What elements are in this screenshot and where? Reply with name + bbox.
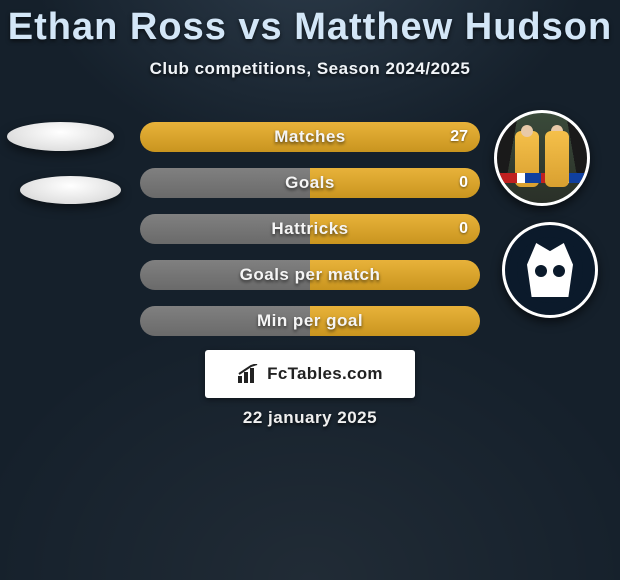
bar-label: Goals <box>140 168 480 198</box>
bar-label: Min per goal <box>140 306 480 336</box>
bar-value-right: 0 <box>459 168 468 198</box>
stat-bars: Matches 27 Goals 0 Hattricks 0 Goals per… <box>140 122 480 352</box>
bar-matches: Matches 27 <box>140 122 480 152</box>
page-title: Ethan Ross vs Matthew Hudson <box>0 0 620 49</box>
left-ellipse-1 <box>7 122 114 151</box>
bar-label: Goals per match <box>140 260 480 290</box>
avatar-ad-stripe <box>497 173 587 183</box>
bar-goals: Goals 0 <box>140 168 480 198</box>
bar-label: Matches <box>140 122 480 152</box>
fctables-logo: FcTables.com <box>205 350 415 398</box>
bar-goals-per-match: Goals per match <box>140 260 480 290</box>
badge-owl-icon <box>527 243 573 297</box>
player-right-avatar <box>494 110 590 206</box>
left-ellipse-2 <box>20 176 121 204</box>
avatar-figure <box>551 125 563 137</box>
avatar-figure <box>521 125 533 137</box>
bar-hattricks: Hattricks 0 <box>140 214 480 244</box>
bar-label: Hattricks <box>140 214 480 244</box>
bar-value-right: 0 <box>459 214 468 244</box>
subtitle: Club competitions, Season 2024/2025 <box>0 59 620 79</box>
bar-min-per-goal: Min per goal <box>140 306 480 336</box>
bar-value-right: 27 <box>450 122 468 152</box>
club-badge-right <box>502 222 598 318</box>
fctables-logo-text: FcTables.com <box>267 364 383 384</box>
fctables-chart-icon <box>237 364 261 384</box>
date-text: 22 january 2025 <box>0 408 620 428</box>
